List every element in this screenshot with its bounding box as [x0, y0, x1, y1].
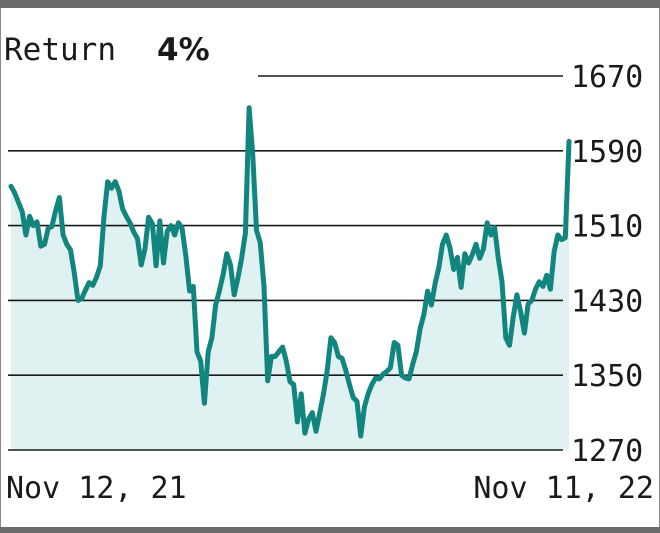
return-label: Return — [4, 32, 116, 68]
y-tick-label: 1430 — [571, 284, 643, 319]
y-tick-label: 1270 — [571, 434, 643, 469]
area-fill — [11, 107, 569, 451]
x-tick-label-start: Nov 12, 21 — [6, 471, 187, 506]
y-tick-label: 1590 — [571, 135, 643, 170]
gridlines — [8, 75, 563, 451]
y-tick-label: 1510 — [571, 210, 643, 245]
y-tick-label: 1350 — [571, 359, 643, 394]
x-tick-label-end: Nov 11, 22 — [473, 471, 654, 506]
return-value: 4% — [157, 32, 210, 68]
series-line — [8, 105, 572, 439]
y-tick-label: 1670 — [571, 60, 643, 95]
y-axis-ticks: 1670 1590 1510 1430 1350 1270 — [571, 60, 643, 469]
top-frame-bar — [0, 0, 660, 8]
bottom-frame-bar — [0, 527, 660, 533]
